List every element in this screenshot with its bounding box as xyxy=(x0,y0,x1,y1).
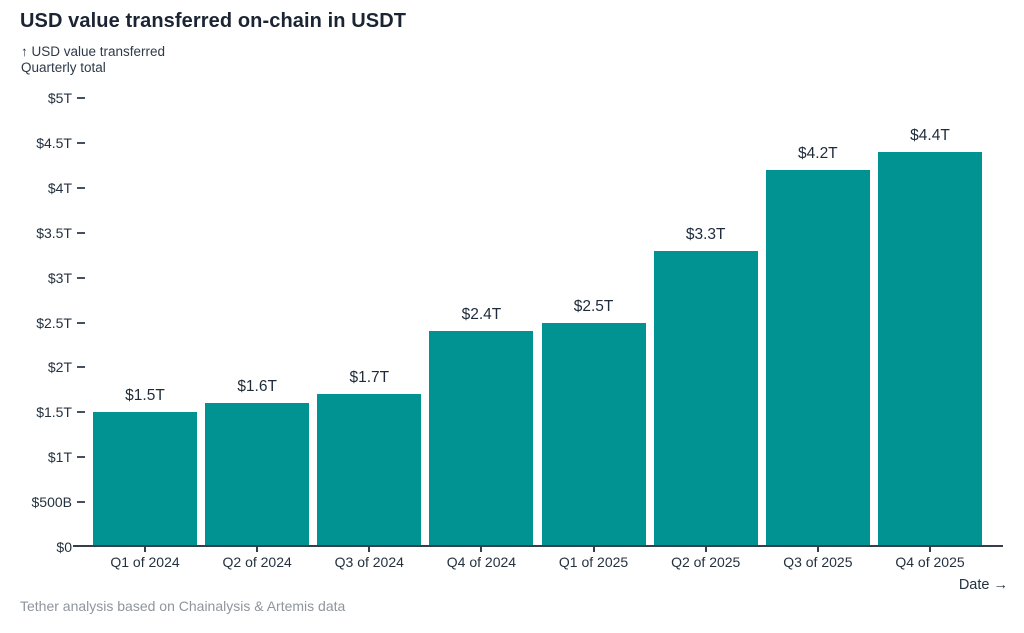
y-tick-mark xyxy=(77,186,85,189)
y-tick-label: $3.5T xyxy=(36,224,72,241)
x-tick-mark xyxy=(704,547,707,552)
y-tick-mark xyxy=(77,411,85,414)
x-tick-mark xyxy=(816,547,819,552)
bar xyxy=(205,403,310,547)
y-tick-label: $1T xyxy=(47,449,72,466)
x-tick-mark xyxy=(256,547,259,552)
bar xyxy=(317,394,422,547)
y-axis-title-line1: ↑ USD value transferred xyxy=(21,44,166,59)
bar-value-label: $1.7T xyxy=(349,369,390,387)
y-tick-label: $500B xyxy=(31,494,72,511)
x-tick-mark xyxy=(144,547,146,552)
y-tick-label: $1.5T xyxy=(36,404,72,421)
x-category-label: Q4 of 2024 xyxy=(446,554,517,570)
y-tick-label: $4.5T xyxy=(36,134,72,151)
x-category-label: Q1 of 2025 xyxy=(558,554,629,570)
bar xyxy=(541,322,646,547)
x-category-label: Q3 of 2025 xyxy=(783,554,853,570)
bar xyxy=(653,250,758,547)
x-axis-label: Date → xyxy=(958,577,1008,593)
chart-title: USD value transferred on-chain in USDT xyxy=(20,10,407,32)
y-tick-mark xyxy=(77,97,85,99)
bar-value-label: $4.2T xyxy=(798,144,838,162)
bar-value-label: $2.5T xyxy=(573,297,614,315)
y-tick-mark xyxy=(77,456,85,459)
y-tick-label: $5T xyxy=(47,90,72,106)
y-tick-mark xyxy=(77,231,85,234)
y-tick-label: $4T xyxy=(47,179,72,196)
y-tick-label: $2T xyxy=(47,359,72,376)
bar xyxy=(878,151,982,547)
y-tick-mark xyxy=(77,141,85,144)
x-tick-mark xyxy=(480,547,483,552)
bar xyxy=(93,412,197,547)
x-tick-mark xyxy=(929,547,931,552)
x-tick-mark xyxy=(592,547,595,552)
x-category-label: Q1 of 2024 xyxy=(110,554,180,570)
y-tick-label: $2.5T xyxy=(36,314,72,331)
bar-value-label: $1.5T xyxy=(125,387,165,405)
y-tick-mark xyxy=(77,321,85,324)
y-tick-label: $0 xyxy=(56,539,72,555)
y-tick-label: $3T xyxy=(47,269,72,286)
x-category-label: Q3 of 2024 xyxy=(334,554,404,570)
bar-value-label: $2.4T xyxy=(461,306,502,324)
x-category-label: Q4 of 2025 xyxy=(895,554,965,570)
bar-value-label: $4.4T xyxy=(910,126,950,144)
x-category-label: Q2 of 2025 xyxy=(671,554,741,570)
y-tick-mark xyxy=(77,501,85,504)
y-tick-mark xyxy=(77,366,85,369)
bar xyxy=(765,169,870,547)
y-axis-title: ↑ USD value transferred Quarterly total xyxy=(21,44,165,76)
bar xyxy=(429,331,534,547)
x-tick-mark xyxy=(368,547,371,552)
bar-value-label: $1.6T xyxy=(237,378,277,396)
source-note: Tether analysis based on Chainalysis & A… xyxy=(20,598,346,614)
x-category-label: Q2 of 2024 xyxy=(222,554,292,570)
y-tick-mark xyxy=(77,276,85,279)
x-axis-line xyxy=(73,545,1003,547)
bar-value-label: $3.3T xyxy=(685,225,726,243)
y-axis-title-line2: Quarterly total xyxy=(21,60,106,75)
